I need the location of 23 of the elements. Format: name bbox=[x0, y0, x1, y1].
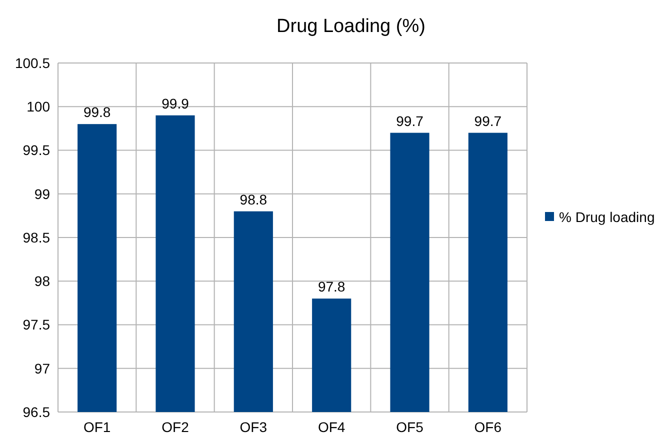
x-tick-label: OF2 bbox=[162, 419, 190, 435]
y-tick-label: 100.5 bbox=[14, 54, 50, 71]
data-label: 99.8 bbox=[83, 104, 111, 120]
y-tick-label: 97.5 bbox=[22, 316, 50, 333]
y-tick-label: 98 bbox=[34, 273, 50, 290]
y-tick-label: 99 bbox=[34, 186, 50, 202]
data-label: 99.7 bbox=[474, 112, 502, 129]
data-label: 98.8 bbox=[240, 191, 268, 208]
data-label: 99.7 bbox=[396, 112, 424, 129]
y-tick-label: 99.5 bbox=[22, 142, 50, 158]
x-tick-label: OF3 bbox=[240, 419, 268, 435]
x-tick-label: OF4 bbox=[318, 419, 346, 435]
y-tick-label: 97 bbox=[34, 360, 50, 376]
y-tick-label: 96.5 bbox=[22, 404, 50, 420]
y-tick-label: 100 bbox=[26, 98, 50, 115]
data-label: 97.8 bbox=[318, 278, 346, 295]
x-tick-label: OF5 bbox=[396, 419, 424, 435]
x-tick-label: OF6 bbox=[474, 419, 502, 435]
data-label: 99.9 bbox=[162, 95, 190, 112]
y-tick-label: 98.5 bbox=[22, 229, 50, 246]
chart-title: Drug Loading (%) bbox=[276, 16, 426, 37]
x-tick-label: OF1 bbox=[83, 419, 111, 435]
legend-label: % Drug loading bbox=[559, 208, 655, 225]
